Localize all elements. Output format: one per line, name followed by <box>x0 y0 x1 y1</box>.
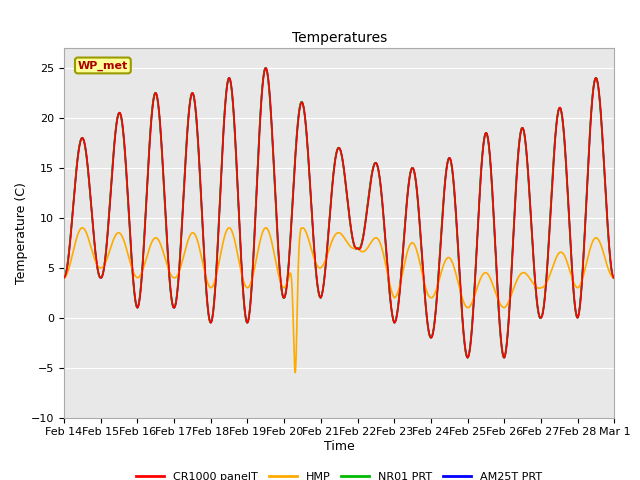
Y-axis label: Temperature (C): Temperature (C) <box>15 182 28 284</box>
Legend: CR1000 panelT, HMP, NR01 PRT, AM25T PRT: CR1000 panelT, HMP, NR01 PRT, AM25T PRT <box>132 468 547 480</box>
X-axis label: Time: Time <box>324 440 355 453</box>
Title: Temperatures: Temperatures <box>292 32 387 46</box>
Text: WP_met: WP_met <box>78 60 128 71</box>
